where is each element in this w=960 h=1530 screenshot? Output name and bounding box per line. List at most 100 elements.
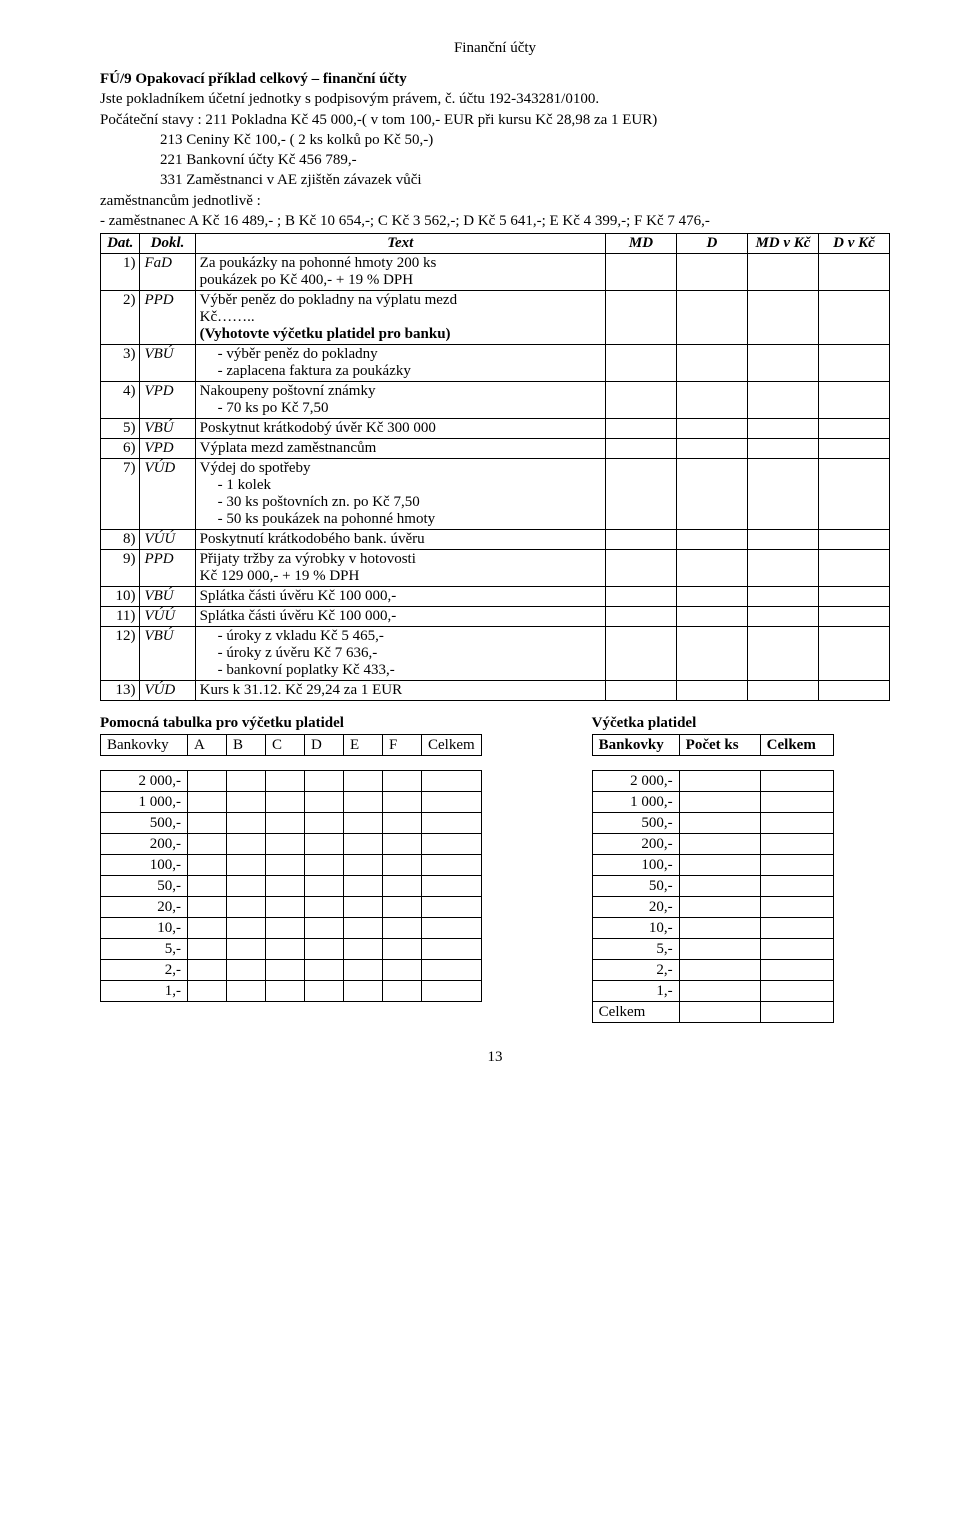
empty-cell [605,382,676,419]
aux1-empty-cell [344,813,383,834]
empty-cell [676,459,747,530]
row-text: Výběr peněz do pokladny na výplatu mezdK… [195,291,605,345]
aux2-row: 2 000,- [592,771,833,792]
aux2-title: Výčetka platidel [592,715,834,732]
empty-cell [676,382,747,419]
aux1-empty-cell [383,771,422,792]
aux1-empty-cell [305,792,344,813]
col-d: D [676,234,747,254]
aux2-label-cell: 200,- [592,834,679,855]
aux2-total-cell: Celkem [592,1002,679,1023]
aux1-empty-cell [383,834,422,855]
aux2-empty-cell [760,834,833,855]
col-dokl: Dokl. [140,234,195,254]
empty-cell [747,345,818,382]
aux2-label-cell: 50,- [592,876,679,897]
empty-cell [818,254,889,291]
table-row: 12)VBÚ- úroky z vkladu Kč 5 465,-- úroky… [101,627,890,681]
empty-cell [747,459,818,530]
aux1-spacer [101,756,482,771]
aux2-label-cell: 1 000,- [592,792,679,813]
empty-cell [676,681,747,701]
aux1-label-cell: 1 000,- [101,792,188,813]
row-text: Splátka části úvěru Kč 100 000,- [195,607,605,627]
aux1-empty-cell [305,834,344,855]
row-number: 12) [101,627,140,681]
aux2-label-cell: 500,- [592,813,679,834]
row-number: 4) [101,382,140,419]
aux2-empty-cell [679,855,760,876]
row-dokl: VBÚ [140,627,195,681]
aux2-empty-cell [760,855,833,876]
aux2-empty-cell [760,981,833,1002]
aux1-empty-cell [266,918,305,939]
aux1-empty-cell [422,960,482,981]
aux-table-2-block: Výčetka platidel BankovkyPočet ksCelkem2… [592,715,834,1023]
aux1-empty-cell [383,918,422,939]
aux1-label-cell: 100,- [101,855,188,876]
empty-cell [676,607,747,627]
aux2-row: 20,- [592,897,833,918]
aux1-empty-cell [344,792,383,813]
empty-cell [605,459,676,530]
aux2-empty-cell [760,960,833,981]
aux1-empty-cell [266,939,305,960]
aux1-empty-cell [422,771,482,792]
row-dokl: VÚÚ [140,607,195,627]
aux-tables-row: Pomocná tabulka pro výčetku platidel Ban… [100,715,890,1023]
empty-cell [818,459,889,530]
initial-line: 331 Zaměstnanci v AE zjištěn závazek vůč… [160,170,890,190]
empty-cell [676,627,747,681]
row-dokl: VÚÚ [140,530,195,550]
aux2-header-cell: Celkem [760,735,833,756]
empty-cell [605,550,676,587]
aux2-empty-cell [679,771,760,792]
empty-cell [605,419,676,439]
table-row: 8)VÚÚPoskytnutí krátkodobého bank. úvěru [101,530,890,550]
aux1-label-cell: 5,- [101,939,188,960]
empty-cell [818,550,889,587]
aux1-empty-cell [422,855,482,876]
empty-cell [747,681,818,701]
aux2-row: 5,- [592,939,833,960]
aux1-empty-cell [227,897,266,918]
row-dokl: VPD [140,439,195,459]
aux1-empty-cell [422,897,482,918]
aux1-row: 50,- [101,876,482,897]
aux1-header-cell: Celkem [422,735,482,756]
aux2-empty-cell [679,1002,760,1023]
empty-cell [605,345,676,382]
empty-cell [676,345,747,382]
aux2-row: 100,- [592,855,833,876]
aux1-title: Pomocná tabulka pro výčetku platidel [100,715,482,732]
aux1-empty-cell [422,876,482,897]
col-text: Text [195,234,605,254]
aux-table-2: BankovkyPočet ksCelkem2 000,-1 000,-500,… [592,734,834,1023]
row-dokl: PPD [140,550,195,587]
aux-table-1: BankovkyABCDEFCelkem2 000,-1 000,-500,-2… [100,734,482,1002]
aux2-empty-cell [679,834,760,855]
table-row: 13)VÚDKurs k 31.12. Kč 29,24 za 1 EUR [101,681,890,701]
aux1-empty-cell [344,918,383,939]
empty-cell [676,439,747,459]
aux2-row: 500,- [592,813,833,834]
row-number: 8) [101,530,140,550]
row-number: 2) [101,291,140,345]
aux1-empty-cell [344,960,383,981]
initial-line: 221 Bankovní účty Kč 456 789,- [160,150,890,170]
aux1-row: 100,- [101,855,482,876]
transactions-table: Dat. Dokl. Text MD D MD v Kč D v Kč 1)Fa… [100,233,890,701]
aux2-label-cell: 2 000,- [592,771,679,792]
aux1-row: 500,- [101,813,482,834]
page-number: 13 [100,1049,890,1066]
row-number: 7) [101,459,140,530]
col-mdvkc: MD v Kč [747,234,818,254]
page-header: Finanční účty [100,40,890,57]
aux1-empty-cell [188,834,227,855]
table-row: 10)VBÚSplátka části úvěru Kč 100 000,- [101,587,890,607]
aux2-empty-cell [760,792,833,813]
empty-cell [605,607,676,627]
aux1-empty-cell [305,939,344,960]
aux1-empty-cell [305,771,344,792]
aux1-header-cell: A [188,735,227,756]
